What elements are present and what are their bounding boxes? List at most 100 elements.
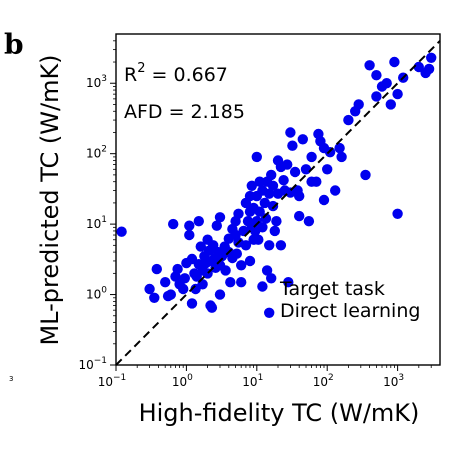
data-point (193, 216, 204, 227)
data-point (389, 56, 400, 68)
y-tick-label: 101 (86, 215, 107, 231)
data-point (343, 114, 354, 126)
y-tick-exponent: 3 (101, 74, 107, 84)
data-point (360, 169, 371, 181)
data-point (144, 283, 155, 295)
x-tick-label: 101 (242, 373, 263, 389)
data-point (311, 176, 322, 187)
data-point (336, 151, 347, 163)
y-tick-exponent: 1 (101, 215, 107, 225)
y-tick-exponent: 2 (101, 145, 107, 155)
data-point (285, 127, 296, 138)
data-point (160, 277, 171, 288)
data-point (257, 222, 268, 233)
r2-value: = 0.667 (145, 64, 227, 86)
data-point (282, 159, 293, 170)
data-point (246, 180, 257, 191)
x-axis-title: High-fidelity TC (W/mK) (139, 399, 420, 427)
data-point (225, 277, 236, 288)
data-point (294, 190, 305, 202)
data-point (371, 70, 382, 81)
edge-mark: 3 (9, 375, 13, 383)
data-point (269, 225, 280, 237)
data-point (267, 180, 279, 191)
data-point (364, 60, 375, 71)
data-point (195, 241, 206, 252)
x-tick-base: 10 (242, 375, 257, 389)
data-point (151, 263, 162, 275)
data-point (271, 216, 282, 227)
data-point (184, 220, 195, 231)
data-point (264, 240, 275, 251)
points-layer (116, 52, 437, 318)
data-point (318, 194, 330, 206)
data-point (423, 63, 435, 75)
data-point (330, 185, 341, 196)
x-tick-label: 103 (383, 373, 404, 389)
panel-label: b (4, 28, 24, 61)
r2-annotation: R2 = 0.667 (124, 61, 228, 86)
data-point (254, 206, 265, 217)
data-point (381, 78, 392, 89)
y-tick-label: 100 (86, 286, 107, 302)
y-tick-label: 102 (86, 145, 107, 161)
data-point (184, 229, 195, 241)
data-point (264, 307, 275, 318)
data-point (289, 166, 301, 178)
y-tick-exponent: 0 (101, 286, 107, 296)
x-tick-exponent: 0 (187, 373, 193, 383)
y-tick-exponent: −1 (94, 356, 107, 366)
data-point (231, 248, 242, 259)
data-point (385, 99, 396, 110)
y-axis-title: ML-predicted TC (W/mK) (36, 54, 64, 345)
data-point (211, 220, 222, 231)
legend-line-2: Direct learning (280, 300, 420, 322)
x-tick-label: 10−1 (98, 373, 127, 389)
data-point (264, 188, 275, 199)
data-point (283, 277, 294, 288)
y-tick-base: 10 (78, 358, 93, 372)
data-point (371, 91, 382, 102)
data-point (294, 210, 305, 222)
y-tick-base: 10 (86, 76, 101, 90)
data-point (287, 140, 298, 151)
data-point (179, 273, 190, 284)
data-point (278, 175, 289, 186)
data-point (324, 147, 336, 158)
x-tick-exponent: 3 (398, 373, 404, 383)
data-point (334, 142, 345, 154)
x-tick-label: 102 (313, 373, 334, 389)
x-tick-exponent: 2 (328, 373, 334, 383)
x-tick-base: 10 (98, 375, 113, 389)
data-point (300, 164, 312, 175)
data-point (178, 283, 189, 295)
data-point (214, 289, 226, 300)
data-point (267, 200, 279, 212)
y-tick-base: 10 (86, 217, 101, 231)
r2-prefix: R (124, 64, 137, 86)
data-point (254, 176, 265, 187)
data-point (206, 302, 218, 313)
data-point (214, 212, 226, 223)
data-point (297, 134, 308, 145)
data-point (266, 273, 277, 284)
x-tick-exponent: 1 (258, 373, 264, 383)
data-point (251, 151, 262, 163)
x-tick-label: 100 (172, 373, 193, 389)
data-point (260, 213, 272, 224)
legend-line-1: Target task (279, 278, 385, 300)
data-point (303, 216, 315, 227)
data-point (353, 99, 364, 110)
x-tick-base: 10 (383, 375, 398, 389)
data-point (236, 260, 247, 271)
data-point (220, 265, 231, 276)
x-tick-base: 10 (172, 375, 187, 389)
data-point (275, 240, 287, 251)
data-point (186, 298, 198, 309)
y-tick-base: 10 (86, 147, 101, 161)
data-point (116, 226, 127, 237)
data-point (266, 169, 277, 181)
data-point (392, 208, 403, 219)
